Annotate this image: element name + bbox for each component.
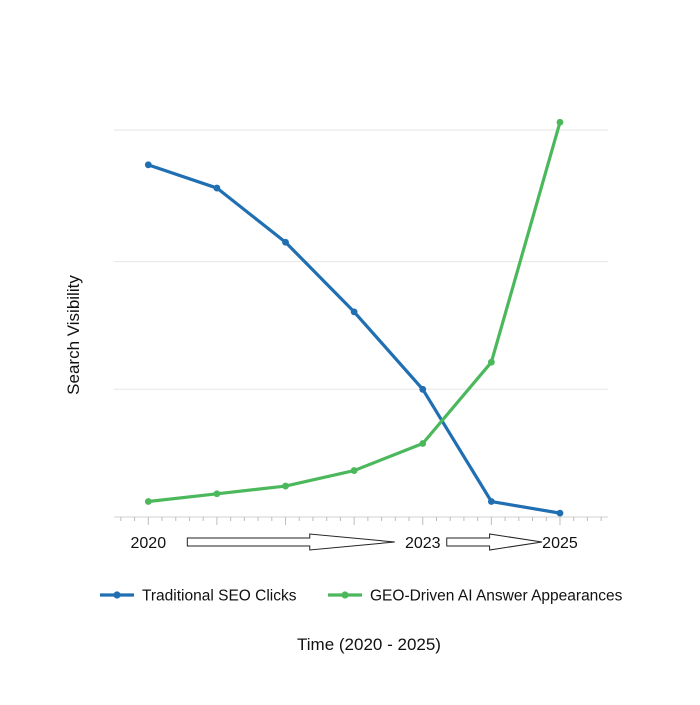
legend: Traditional SEO Clicks GEO-Driven AI Answ… xyxy=(100,588,623,605)
data-point xyxy=(419,440,427,447)
data-point xyxy=(556,509,564,517)
gridlines xyxy=(114,129,608,390)
legend-marker xyxy=(341,591,349,599)
data-point xyxy=(144,161,152,169)
timeline-arrow xyxy=(446,533,543,551)
data-point xyxy=(419,385,427,393)
legend-label: Traditional SEO Clicks xyxy=(142,588,297,605)
data-point xyxy=(487,498,495,505)
data-point xyxy=(282,482,289,490)
data-point xyxy=(350,467,358,474)
timeline-arrow xyxy=(186,533,395,551)
x-axis-title: Time (2020 - 2025) xyxy=(297,635,441,654)
x-tick-label: 2023 xyxy=(405,535,441,552)
x-tick-label: 2025 xyxy=(542,535,578,552)
data-point xyxy=(213,184,221,192)
series-layer xyxy=(144,118,564,517)
data-point xyxy=(282,238,289,246)
data-point xyxy=(556,118,564,126)
y-axis-title: Search Visibility xyxy=(64,275,83,395)
data-point xyxy=(350,308,358,316)
data-point xyxy=(487,358,495,366)
x-tick-label: 2020 xyxy=(131,535,167,552)
timeline-arrows xyxy=(186,533,543,551)
x-axis xyxy=(114,516,608,525)
data-point xyxy=(144,498,152,505)
tick-labels: 2020 2023 2025 xyxy=(131,535,578,552)
data-point xyxy=(213,490,221,498)
legend-marker xyxy=(113,591,121,599)
legend-label: GEO-Driven AI Answer Appearances xyxy=(370,588,623,605)
